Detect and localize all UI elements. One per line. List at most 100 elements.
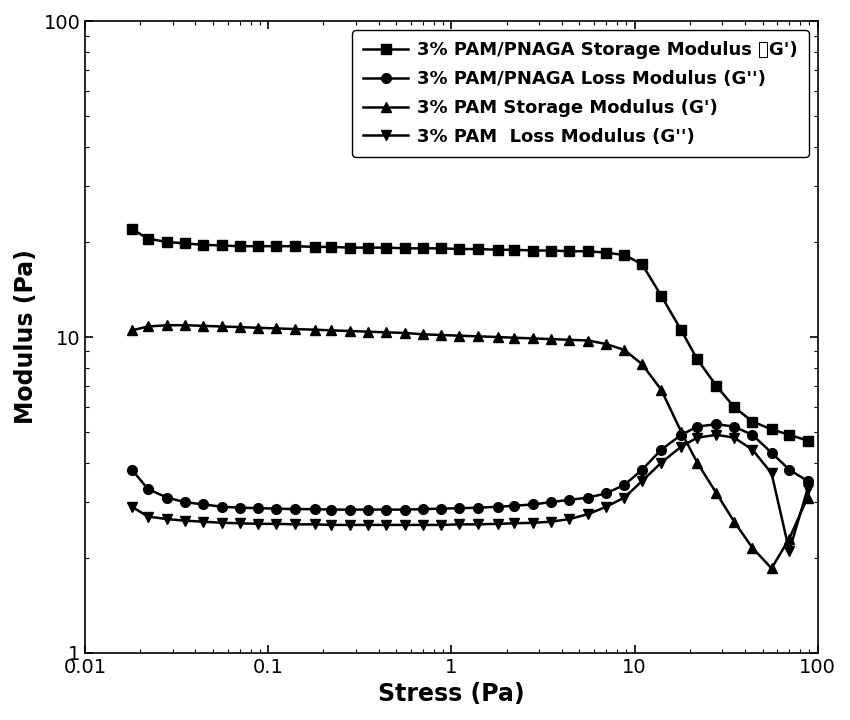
3% PAM/PNAGA Loss Modulus (G'') [802, 477, 813, 485]
3% PAM/PNAGA Storage Modulus （G') [127, 225, 137, 233]
3% PAM Storage Modulus (G') [345, 327, 355, 336]
3% PAM/PNAGA Loss Modulus (G'') [400, 505, 411, 514]
3% PAM Storage Modulus (G') [363, 328, 373, 336]
3% PAM/PNAGA Loss Modulus (G'') [473, 503, 484, 512]
3% PAM/PNAGA Storage Modulus （G') [143, 234, 153, 243]
3% PAM/PNAGA Storage Modulus （G') [785, 431, 795, 439]
3% PAM Storage Modulus (G') [381, 328, 391, 337]
3% PAM/PNAGA Storage Modulus （G') [198, 240, 208, 249]
3% PAM/PNAGA Storage Modulus （G') [162, 238, 173, 246]
3% PAM/PNAGA Storage Modulus （G') [583, 247, 593, 256]
3% PAM  Loss Modulus (G'') [418, 521, 428, 529]
3% PAM  Loss Modulus (G'') [381, 521, 391, 529]
3% PAM Storage Modulus (G') [418, 330, 428, 338]
3% PAM/PNAGA Storage Modulus （G') [637, 260, 647, 269]
3% PAM  Loss Modulus (G'') [711, 431, 722, 439]
3% PAM/PNAGA Loss Modulus (G'') [326, 505, 336, 514]
3% PAM/PNAGA Storage Modulus （G') [436, 244, 446, 253]
3% PAM/PNAGA Storage Modulus （G') [310, 243, 320, 251]
3% PAM/PNAGA Loss Modulus (G'') [179, 498, 190, 506]
3% PAM/PNAGA Storage Modulus （G') [217, 241, 227, 250]
3% PAM  Loss Modulus (G'') [509, 519, 519, 528]
3% PAM/PNAGA Storage Modulus （G') [363, 243, 373, 252]
3% PAM  Loss Modulus (G'') [637, 477, 647, 485]
3% PAM/PNAGA Loss Modulus (G'') [767, 449, 777, 457]
3% PAM/PNAGA Loss Modulus (G'') [217, 503, 227, 511]
3% PAM/PNAGA Loss Modulus (G'') [345, 505, 355, 514]
3% PAM/PNAGA Storage Modulus （G') [271, 242, 281, 251]
3% PAM  Loss Modulus (G'') [785, 546, 795, 555]
3% PAM Storage Modulus (G') [217, 322, 227, 330]
3% PAM/PNAGA Storage Modulus （G') [528, 246, 538, 255]
3% PAM Storage Modulus (G') [528, 334, 538, 343]
3% PAM/PNAGA Storage Modulus （G') [326, 243, 336, 251]
3% PAM/PNAGA Loss Modulus (G'') [127, 465, 137, 474]
3% PAM Storage Modulus (G') [637, 360, 647, 369]
3% PAM  Loss Modulus (G'') [564, 515, 575, 523]
Line: 3% PAM  Loss Modulus (G''): 3% PAM Loss Modulus (G'') [127, 430, 813, 556]
3% PAM Storage Modulus (G') [198, 322, 208, 330]
3% PAM/PNAGA Storage Modulus （G') [235, 242, 245, 251]
3% PAM Storage Modulus (G') [564, 336, 575, 344]
3% PAM/PNAGA Loss Modulus (G'') [620, 481, 630, 490]
3% PAM/PNAGA Storage Modulus （G') [290, 242, 300, 251]
3% PAM/PNAGA Loss Modulus (G'') [677, 431, 687, 439]
3% PAM/PNAGA Storage Modulus （G') [381, 243, 391, 252]
3% PAM Storage Modulus (G') [656, 386, 666, 395]
3% PAM  Loss Modulus (G'') [601, 503, 611, 511]
3% PAM  Loss Modulus (G'') [473, 520, 484, 528]
3% PAM/PNAGA Storage Modulus （G') [620, 251, 630, 259]
3% PAM/PNAGA Storage Modulus （G') [711, 382, 722, 390]
Line: 3% PAM Storage Modulus (G'): 3% PAM Storage Modulus (G') [127, 320, 813, 573]
3% PAM Storage Modulus (G') [747, 544, 757, 552]
3% PAM Storage Modulus (G') [546, 335, 556, 343]
3% PAM/PNAGA Loss Modulus (G'') [418, 505, 428, 513]
3% PAM  Loss Modulus (G'') [528, 518, 538, 527]
3% PAM  Loss Modulus (G'') [692, 433, 702, 442]
3% PAM/PNAGA Loss Modulus (G'') [785, 465, 795, 474]
3% PAM/PNAGA Loss Modulus (G'') [493, 503, 503, 511]
3% PAM  Loss Modulus (G'') [179, 516, 190, 525]
3% PAM  Loss Modulus (G'') [345, 521, 355, 529]
3% PAM  Loss Modulus (G'') [217, 518, 227, 527]
3% PAM Storage Modulus (G') [290, 325, 300, 333]
3% PAM Storage Modulus (G') [454, 331, 464, 340]
Legend: 3% PAM/PNAGA Storage Modulus （G'), 3% PAM/PNAGA Loss Modulus (G''), 3% PAM Stora: 3% PAM/PNAGA Storage Modulus （G'), 3% PA… [352, 30, 808, 156]
3% PAM Storage Modulus (G') [143, 322, 153, 330]
3% PAM  Loss Modulus (G'') [363, 521, 373, 529]
3% PAM/PNAGA Storage Modulus （G') [509, 246, 519, 254]
3% PAM/PNAGA Loss Modulus (G'') [271, 504, 281, 513]
X-axis label: Stress (Pa): Stress (Pa) [378, 682, 524, 706]
3% PAM Storage Modulus (G') [271, 324, 281, 333]
3% PAM Storage Modulus (G') [711, 489, 722, 498]
3% PAM/PNAGA Storage Modulus （G') [473, 245, 484, 253]
3% PAM  Loss Modulus (G'') [198, 518, 208, 526]
3% PAM  Loss Modulus (G'') [253, 520, 264, 528]
3% PAM Storage Modulus (G') [601, 340, 611, 348]
3% PAM Storage Modulus (G') [326, 326, 336, 335]
3% PAM/PNAGA Loss Modulus (G'') [637, 465, 647, 474]
3% PAM  Loss Modulus (G'') [235, 519, 245, 528]
3% PAM/PNAGA Loss Modulus (G'') [729, 423, 740, 431]
3% PAM/PNAGA Storage Modulus （G') [400, 244, 411, 253]
3% PAM  Loss Modulus (G'') [747, 445, 757, 454]
3% PAM/PNAGA Loss Modulus (G'') [454, 504, 464, 513]
3% PAM/PNAGA Storage Modulus （G') [656, 292, 666, 300]
3% PAM Storage Modulus (G') [583, 336, 593, 345]
3% PAM/PNAGA Storage Modulus （G') [454, 245, 464, 253]
3% PAM  Loss Modulus (G'') [454, 520, 464, 528]
3% PAM Storage Modulus (G') [473, 332, 484, 341]
3% PAM Storage Modulus (G') [509, 333, 519, 342]
3% PAM Storage Modulus (G') [692, 459, 702, 467]
3% PAM/PNAGA Storage Modulus （G') [802, 436, 813, 445]
3% PAM/PNAGA Loss Modulus (G'') [692, 423, 702, 431]
3% PAM/PNAGA Loss Modulus (G'') [583, 493, 593, 502]
3% PAM/PNAGA Loss Modulus (G'') [528, 500, 538, 509]
3% PAM Storage Modulus (G') [436, 330, 446, 339]
3% PAM/PNAGA Loss Modulus (G'') [656, 445, 666, 454]
3% PAM Storage Modulus (G') [767, 564, 777, 572]
3% PAM/PNAGA Loss Modulus (G'') [235, 503, 245, 512]
3% PAM  Loss Modulus (G'') [290, 520, 300, 528]
3% PAM/PNAGA Storage Modulus （G') [564, 247, 575, 256]
3% PAM Storage Modulus (G') [493, 333, 503, 341]
